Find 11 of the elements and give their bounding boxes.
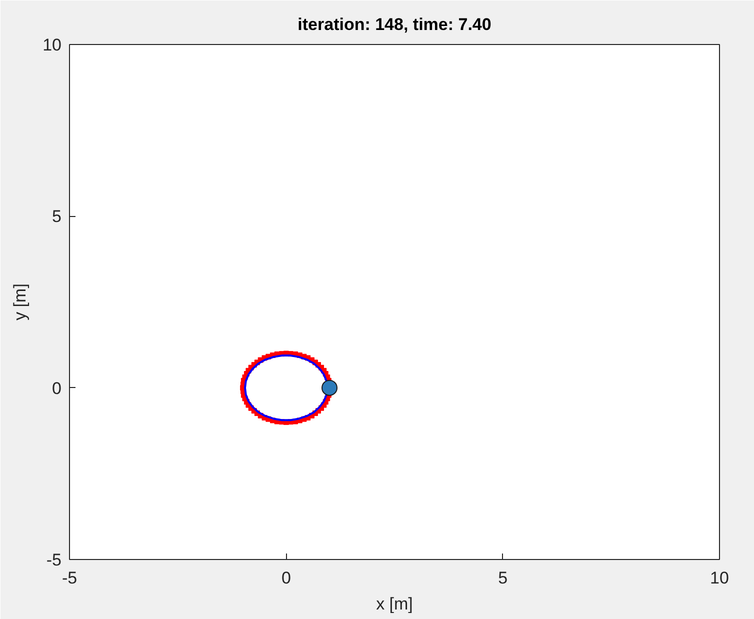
y-tick-label: 10 xyxy=(42,36,62,54)
y-tick-label: 5 xyxy=(52,207,62,226)
x-axis-title: x [m] xyxy=(376,594,413,614)
y-axis-title: y [m] xyxy=(10,284,30,320)
y-tick-label: 0 xyxy=(52,378,62,398)
chart-title: iteration: 148, time: 7.40 xyxy=(298,15,492,34)
x-tick-label: 10 xyxy=(710,568,729,588)
x-tick-label: 0 xyxy=(281,568,291,588)
point xyxy=(322,380,338,396)
y-tick-label: -5 xyxy=(46,550,62,570)
x-tick-label: 5 xyxy=(498,568,508,588)
